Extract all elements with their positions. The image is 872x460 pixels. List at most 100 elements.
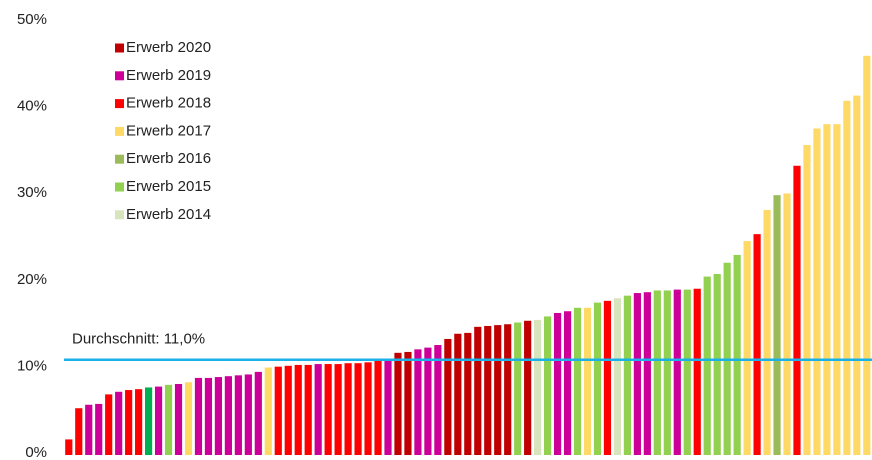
bar — [583, 307, 592, 455]
bar — [573, 307, 582, 455]
bar — [853, 95, 861, 456]
bar — [95, 403, 103, 455]
bar — [384, 359, 392, 455]
legend-label: Erwerb 2014 — [126, 206, 211, 223]
bar — [454, 333, 462, 455]
bar — [374, 360, 382, 455]
bar — [414, 349, 422, 455]
bar — [304, 364, 312, 455]
bar — [743, 241, 751, 455]
bar — [683, 289, 691, 455]
bar — [284, 365, 292, 455]
bar — [434, 345, 442, 455]
legend-swatch — [115, 210, 124, 220]
bar — [135, 389, 143, 455]
bar — [125, 390, 133, 455]
bar — [733, 254, 741, 455]
bar — [843, 100, 851, 455]
bar — [85, 404, 93, 455]
legend-label: Erwerb 2016 — [126, 150, 211, 167]
bar — [783, 193, 791, 455]
bar — [534, 319, 542, 455]
bar — [593, 302, 602, 455]
legend-label: Erwerb 2020 — [126, 39, 211, 56]
bar — [793, 165, 801, 456]
bar — [613, 298, 622, 455]
legend-swatch — [115, 154, 124, 164]
bar — [633, 293, 641, 455]
y-tick-label: 0% — [25, 444, 47, 460]
bar — [673, 289, 681, 455]
bar — [693, 288, 701, 455]
bar — [663, 290, 671, 455]
bar — [484, 325, 492, 455]
bar — [264, 367, 272, 455]
bar — [115, 391, 123, 455]
bar — [174, 383, 183, 455]
bar — [803, 144, 811, 456]
bar — [324, 364, 332, 455]
y-tick-label: 50% — [17, 11, 47, 28]
legend-label: Erwerb 2015 — [126, 178, 211, 195]
bar — [563, 311, 572, 455]
bar — [364, 362, 372, 455]
bar — [164, 384, 173, 455]
bar — [813, 128, 821, 455]
legend-swatch — [115, 71, 124, 81]
bar — [234, 375, 242, 455]
bar — [773, 195, 781, 455]
bar — [703, 276, 711, 455]
legend-label: Erwerb 2019 — [126, 67, 211, 84]
bar — [214, 377, 223, 455]
bar — [524, 320, 532, 455]
bar — [154, 386, 163, 455]
bar — [653, 290, 661, 455]
legend-label: Erwerb 2018 — [126, 95, 211, 112]
bar — [603, 300, 612, 455]
bar — [833, 124, 841, 456]
bar — [184, 382, 193, 455]
bar — [404, 351, 412, 455]
bar — [713, 274, 721, 455]
bar — [444, 338, 452, 455]
bar — [224, 376, 232, 455]
bar — [424, 347, 432, 455]
bar — [144, 387, 153, 455]
bar — [643, 292, 651, 455]
bar — [344, 363, 352, 455]
bar — [394, 352, 402, 455]
bar — [65, 439, 73, 455]
legend-swatch — [115, 43, 124, 53]
bar — [863, 55, 871, 456]
bar — [244, 374, 252, 455]
bar — [194, 377, 203, 455]
bar — [504, 324, 512, 455]
bar — [544, 316, 552, 455]
bar — [294, 364, 302, 455]
y-tick-label: 30% — [17, 184, 47, 201]
legend-label: Erwerb 2017 — [126, 122, 211, 139]
average-label: Durchschnitt: 11,0% — [72, 331, 205, 348]
bar — [514, 322, 522, 455]
bar — [464, 332, 472, 455]
bar — [623, 295, 631, 455]
bar — [334, 364, 342, 455]
bar — [314, 364, 322, 455]
legend-swatch — [115, 99, 124, 109]
y-tick-label: 20% — [17, 271, 47, 288]
bar — [763, 209, 771, 455]
bar — [354, 363, 362, 455]
bar — [753, 234, 761, 455]
legend-swatch — [115, 182, 124, 192]
bar — [75, 408, 83, 455]
bar — [553, 312, 562, 455]
bar — [254, 371, 262, 455]
bar — [494, 325, 502, 455]
y-tick-label: 40% — [17, 98, 47, 115]
bar — [474, 326, 482, 455]
legend-swatch — [115, 126, 124, 136]
bar — [204, 377, 213, 455]
y-tick-label: 10% — [17, 357, 47, 374]
bar — [274, 366, 282, 455]
